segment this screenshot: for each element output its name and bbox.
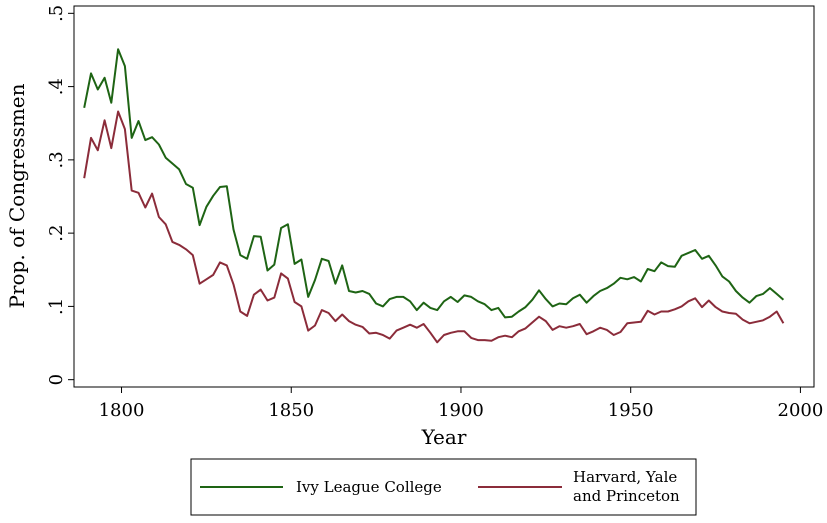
x-tick-label: 1850 [268,400,314,421]
y-tick-label: .1 [46,298,67,315]
legend-label-hyp-line1: Harvard, Yale [573,468,677,486]
x-tick-label: 1900 [438,400,484,421]
y-tick-label: 0 [46,374,67,385]
y-axis-title: Prop. of Congressmen [5,83,29,308]
series-line-ivy-league [83,48,785,319]
plot-area-frame [73,5,815,388]
legend-label-hyp-line2: and Princeton [573,487,680,505]
legend-box [190,458,697,516]
legend: Ivy League College Harvard, Yale and Pri… [190,458,697,516]
series-line-harvard-yale-princeton [83,110,785,344]
x-axis-title: Year [421,425,467,449]
y-tick-label: .5 [46,5,67,22]
y-tick-label: .3 [46,151,67,168]
x-axis: 1800 1850 1900 1950 2000 [99,387,824,421]
x-tick-label: 2000 [778,400,824,421]
y-axis: 0 .1 .2 .3 .4 .5 [46,5,74,385]
x-tick-label: 1950 [608,400,654,421]
y-tick-label: .4 [46,78,67,95]
y-tick-label: .2 [46,225,67,242]
legend-label-ivy-league: Ivy League College [296,478,442,496]
series-layer [83,48,785,344]
x-tick-label: 1800 [99,400,145,421]
